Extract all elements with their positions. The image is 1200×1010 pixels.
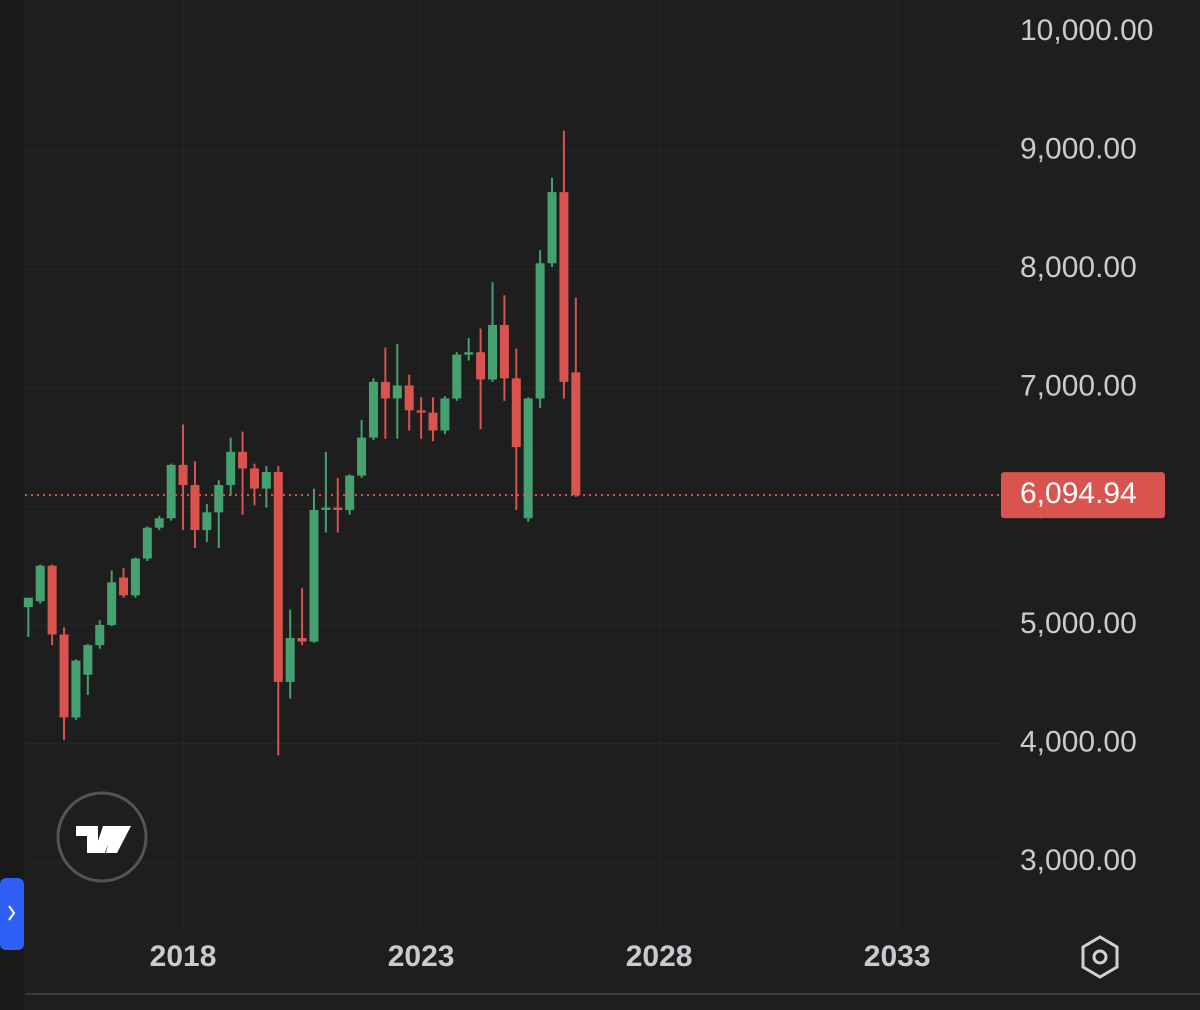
- candle-body: [35, 565, 45, 602]
- grid: [25, 0, 1000, 930]
- candle-body: [154, 518, 164, 528]
- candle-body: [107, 582, 117, 625]
- candle-body: [202, 512, 212, 531]
- candle-body: [499, 324, 509, 379]
- candle-body: [130, 558, 140, 596]
- candle-body: [559, 192, 569, 382]
- settings-hexagon[interactable]: [1081, 935, 1119, 979]
- candle-body: [476, 352, 486, 380]
- candle-body: [297, 638, 307, 642]
- candle-body: [142, 527, 152, 559]
- candle-body: [95, 624, 105, 646]
- y-tick-label: 9,000.00: [1020, 133, 1137, 166]
- candle-body: [166, 464, 176, 519]
- candle-body: [404, 385, 414, 411]
- candle-body: [452, 354, 462, 399]
- candle-body: [333, 507, 343, 510]
- settings-dot: [1092, 949, 1108, 965]
- y-tick-label: 3,000.00: [1020, 844, 1137, 877]
- candle-body: [392, 385, 402, 399]
- candle-body: [71, 660, 81, 718]
- candle-body: [273, 471, 283, 682]
- candle-body: [464, 352, 474, 355]
- candle-body: [488, 324, 498, 380]
- y-tick-label: 5,000.00: [1020, 607, 1137, 640]
- candle-body: [59, 634, 69, 718]
- candle-body: [511, 378, 521, 448]
- candle-body: [428, 412, 438, 431]
- candle-body: [535, 263, 545, 399]
- candle-body: [547, 192, 557, 264]
- left-strip: [0, 0, 24, 1010]
- toggle-tab[interactable]: [0, 878, 24, 950]
- settings-button[interactable]: [1081, 935, 1119, 979]
- y-tick-label: 10,000.00: [1020, 14, 1153, 47]
- candles: [23, 130, 581, 756]
- toggle-arrow: [8, 905, 16, 921]
- x-tick-label: 2023: [388, 940, 455, 973]
- candle-body: [83, 645, 93, 675]
- candle-body: [190, 485, 200, 531]
- candle-body: [47, 565, 57, 635]
- candle-body: [285, 638, 295, 682]
- candle-body: [321, 507, 331, 510]
- candle-body: [309, 509, 319, 642]
- candle-body: [226, 451, 236, 486]
- candle-body: [571, 372, 581, 496]
- candle-body: [416, 410, 426, 413]
- candle-body: [440, 398, 450, 431]
- candle-body: [238, 451, 248, 469]
- candle-body: [178, 464, 188, 486]
- y-tick-label: 4,000.00: [1020, 725, 1137, 758]
- x-tick-label: 2028: [626, 940, 693, 973]
- candle-body: [23, 597, 33, 608]
- y-tick-label: 8,000.00: [1020, 251, 1137, 284]
- candle-body: [368, 381, 378, 438]
- candle-body: [345, 475, 355, 510]
- candle-body: [249, 468, 259, 489]
- last-price-label: 6,094.94: [1020, 477, 1137, 510]
- sidebar-toggle[interactable]: [0, 878, 24, 950]
- last-price-box: [1001, 472, 1165, 519]
- candle-body: [380, 381, 390, 399]
- x-tick-label: 2033: [864, 940, 931, 973]
- x-tick-label: 2018: [150, 940, 217, 973]
- candle-body: [523, 398, 533, 519]
- logo-mark: [76, 826, 131, 853]
- candle-body: [119, 577, 129, 596]
- candle-body: [214, 485, 224, 513]
- y-tick-label: 7,000.00: [1020, 370, 1137, 403]
- candle-body: [261, 471, 271, 489]
- candle-body: [357, 437, 367, 476]
- tradingview-logo: [56, 791, 148, 883]
